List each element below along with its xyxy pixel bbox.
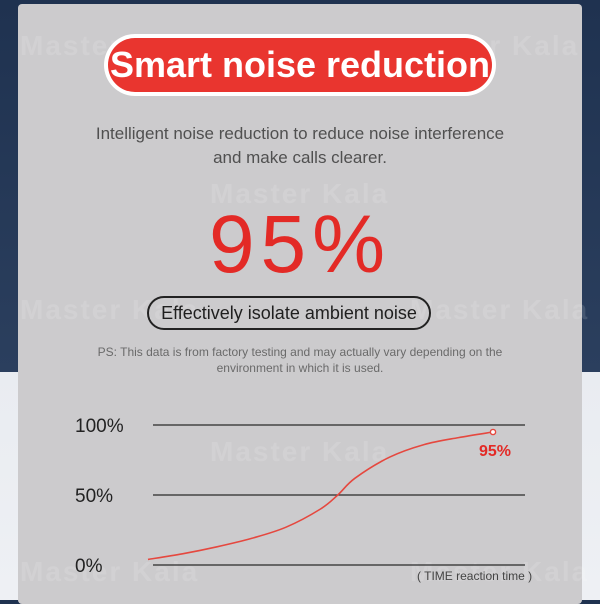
y-tick-label: 0% bbox=[75, 556, 103, 577]
y-tick-label: 100% bbox=[75, 416, 124, 437]
isolate-noise-label: Effectively isolate ambient noise bbox=[147, 296, 431, 330]
subtitle: Intelligent noise reduction to reduce no… bbox=[40, 122, 560, 170]
isolate-noise-text: Effectively isolate ambient noise bbox=[161, 302, 417, 323]
watermark: Master Kala bbox=[410, 556, 590, 587]
watermark: Master Kala bbox=[210, 178, 390, 209]
watermark: Master Kala bbox=[20, 556, 200, 587]
end-point-marker bbox=[489, 428, 497, 436]
page-title: Smart noise reduction bbox=[109, 44, 491, 85]
x-axis-label: ( TIME reaction time ) bbox=[417, 569, 532, 583]
subtitle-line-2: and make calls clearer. bbox=[213, 148, 387, 167]
watermark: Master Kala bbox=[20, 294, 200, 325]
noise-reduction-chart: 100% 50% 0% 95% ( TIME reaction time ) bbox=[75, 416, 532, 583]
y-tick-label: 50% bbox=[75, 486, 113, 507]
note-line-2: environment in which it is used. bbox=[216, 361, 384, 375]
series-line bbox=[147, 431, 494, 561]
content-card bbox=[18, 4, 582, 604]
watermark: Master Kala bbox=[210, 436, 390, 467]
subtitle-line-1: Intelligent noise reduction to reduce no… bbox=[95, 124, 505, 143]
note-line-1: PS: This data is from factory testing an… bbox=[97, 345, 503, 359]
headline-percentage: 95% bbox=[208, 199, 392, 290]
title-banner: Smart noise reduction bbox=[108, 38, 492, 92]
end-value-label: 95% bbox=[479, 443, 511, 460]
factory-test-note: PS: This data is from factory testing an… bbox=[60, 344, 540, 376]
watermark: Master Kala bbox=[410, 294, 590, 325]
